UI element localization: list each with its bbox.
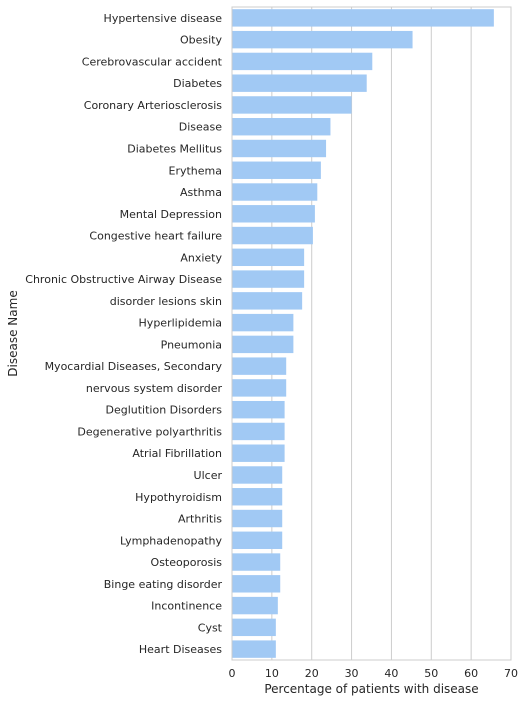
category-label: Deglutition Disorders (105, 404, 222, 417)
bar (232, 74, 367, 92)
category-label: Hypothyroidism (135, 491, 222, 504)
bar (232, 531, 283, 549)
bar (232, 596, 278, 615)
y-axis-label: Disease Name (6, 290, 20, 376)
x-tick-labels: 0 10 20 30 40 50 60 70 (229, 667, 519, 680)
bar (232, 618, 276, 637)
bar (232, 52, 373, 71)
bar (232, 488, 283, 506)
bar (232, 640, 276, 658)
x-axis-label: Percentage of patients with disease (264, 682, 478, 696)
category-label: Diabetes (173, 77, 222, 90)
bar (232, 379, 287, 397)
category-label: Cyst (198, 621, 223, 634)
bar (232, 139, 327, 158)
bar (232, 422, 285, 441)
bar (232, 118, 331, 136)
bar (232, 183, 318, 201)
category-label: Heart Diseases (139, 643, 222, 656)
category-label: Hyperlipidemia (139, 317, 222, 330)
x-tick-label: 60 (464, 667, 478, 680)
bar (232, 509, 283, 528)
category-label: Arthritis (178, 513, 222, 526)
x-tick-label: 0 (229, 667, 236, 680)
category-label: Incontinence (151, 600, 222, 613)
category-label: disorder lesions skin (110, 295, 222, 308)
bars (232, 9, 494, 658)
bar (232, 575, 281, 593)
category-label: Cerebrovascular accident (82, 55, 223, 68)
bar (232, 248, 305, 267)
category-label: Myocardial Diseases, Secondary (45, 360, 223, 373)
x-tick-label: 30 (345, 667, 359, 680)
x-tick-label: 50 (424, 667, 438, 680)
category-label: Anxiety (180, 251, 222, 264)
bar (232, 313, 294, 332)
category-labels: Hypertensive disease Obesity Cerebrovascul… (25, 12, 222, 656)
category-label: Congestive heart failure (89, 230, 222, 243)
category-label: Binge eating disorder (104, 578, 223, 591)
category-label: Erythema (169, 164, 223, 177)
x-tick-label: 40 (384, 667, 398, 680)
category-label: Disease (179, 121, 222, 134)
bar (232, 335, 294, 354)
category-label: Lymphadenopathy (120, 534, 222, 547)
bar (232, 444, 285, 462)
bar (232, 96, 352, 114)
category-label: Mental Depression (120, 208, 222, 221)
category-label: nervous system disorder (86, 382, 223, 395)
x-tick-label: 20 (305, 667, 319, 680)
category-label: Asthma (180, 186, 222, 199)
bar (232, 357, 287, 375)
category-label: Obesity (180, 34, 223, 47)
x-tick-label: 10 (265, 667, 279, 680)
bar (232, 292, 303, 310)
bar (232, 270, 305, 288)
category-label: Ulcer (194, 469, 223, 482)
bar (232, 205, 315, 223)
plot-frame (231, 6, 512, 661)
category-label: Diabetes Mellitus (127, 142, 222, 155)
category-label: Chronic Obstructive Airway Disease (25, 273, 222, 286)
category-label: Osteoporosis (151, 556, 223, 569)
bar (232, 30, 413, 49)
category-label: Hypertensive disease (104, 12, 223, 25)
x-tick-label: 70 (504, 667, 518, 680)
bar (232, 9, 494, 27)
category-label: Degenerative polyarthritis (77, 425, 222, 438)
category-label: Atrial Fibrillation (132, 447, 222, 460)
bar (232, 161, 321, 179)
bar (232, 400, 285, 419)
bar (232, 553, 281, 571)
category-label: Coronary Arteriosclerosis (84, 99, 222, 112)
bar (232, 226, 313, 245)
bar (232, 466, 283, 484)
category-label: Pneumonia (161, 338, 222, 351)
